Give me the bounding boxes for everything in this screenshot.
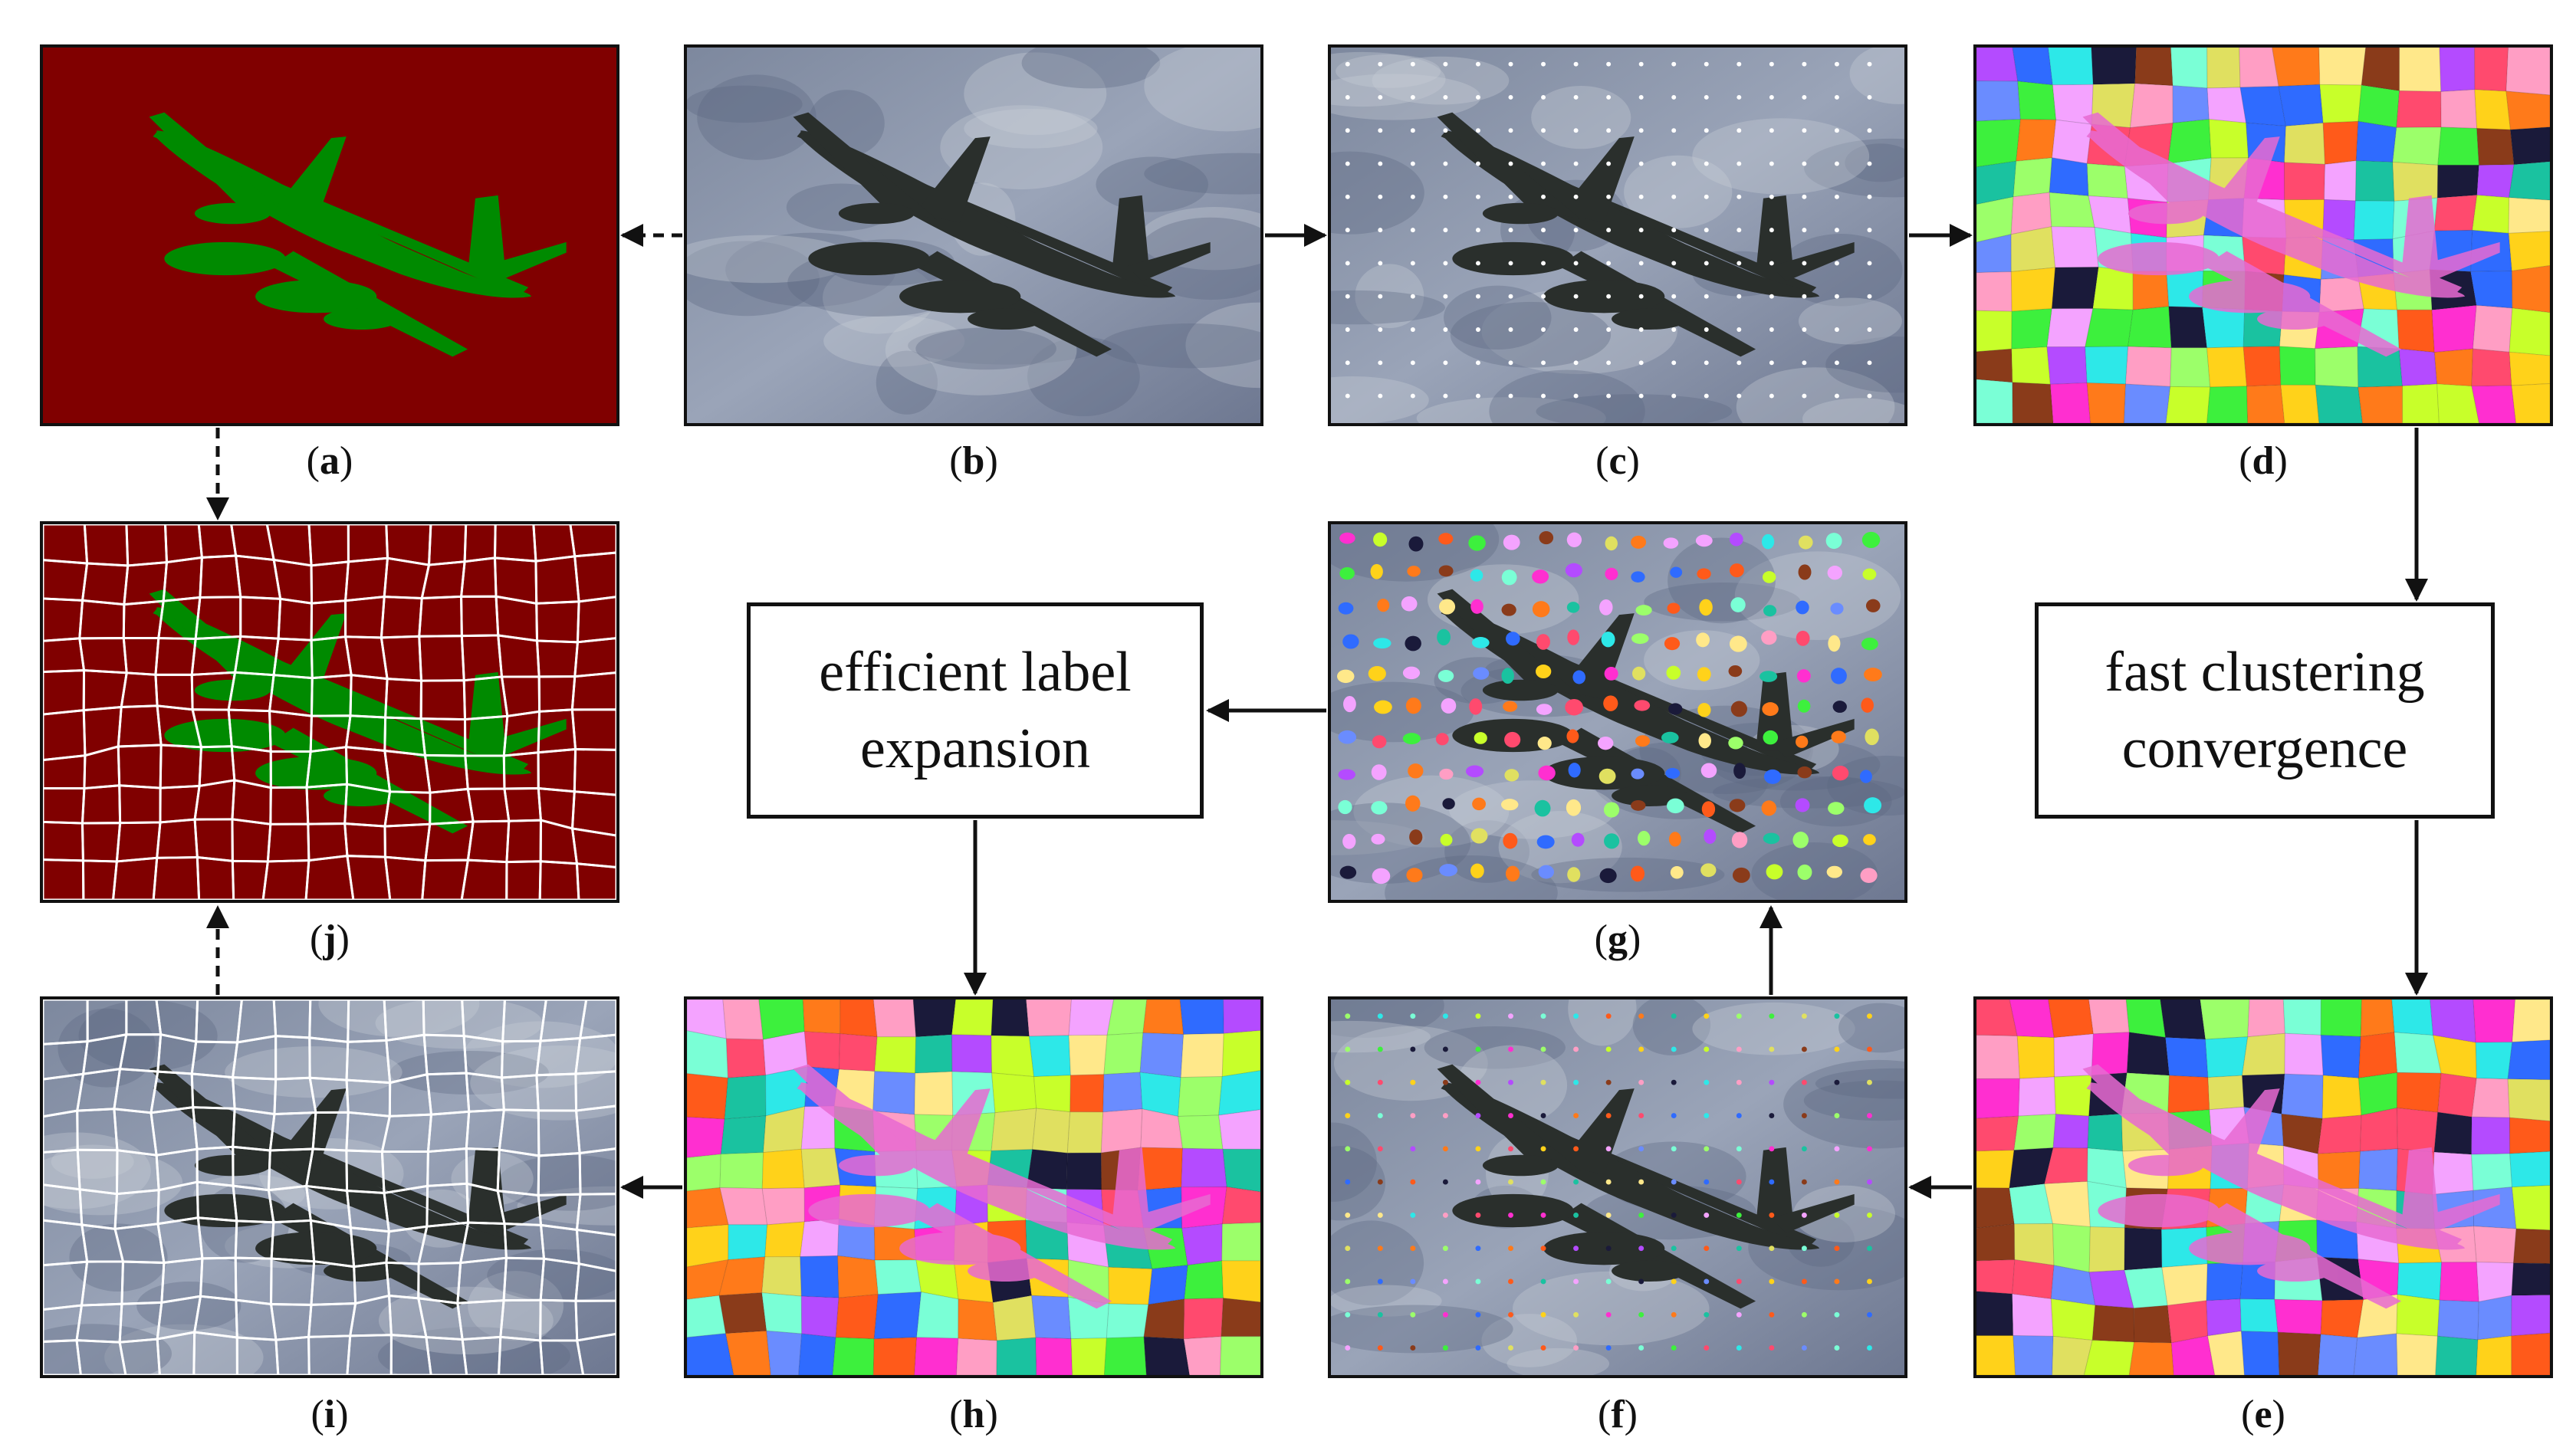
- panel-i-image-with-boundaries: [40, 996, 619, 1378]
- expansion-line-1: efficient label: [819, 641, 1132, 704]
- panel-e-converged-clustering: [1973, 996, 2553, 1378]
- panel-h-expanded-labels: [684, 996, 1263, 1378]
- panel-i-label: (i): [310, 1393, 349, 1436]
- panel-j-mask-with-boundaries: [40, 521, 619, 903]
- panel-b-input-image: [684, 44, 1263, 426]
- panel-j-label: (j): [310, 917, 350, 961]
- panel-b-label: (b): [949, 439, 998, 483]
- fast-clustering-convergence-box: fast clustering convergence: [2035, 602, 2495, 819]
- panel-a-ground-truth-mask: [40, 44, 619, 426]
- clustering-line-2: convergence: [2121, 717, 2408, 780]
- efficient-label-expansion-box: efficient label expansion: [747, 602, 1204, 819]
- panel-f-label: (f): [1598, 1393, 1638, 1436]
- panel-e-label: (e): [2241, 1393, 2285, 1436]
- panel-g-label: (g): [1594, 917, 1641, 961]
- panel-h-label: (h): [949, 1393, 998, 1436]
- panel-d-label: (d): [2239, 439, 2288, 483]
- panel-c-initial-seeds: [1328, 44, 1907, 426]
- panel-g-seed-regions: [1328, 521, 1907, 903]
- panel-c-label: (c): [1595, 439, 1640, 483]
- expansion-line-2: expansion: [859, 717, 1091, 780]
- panel-d-initial-clustering: [1973, 44, 2553, 426]
- panel-f-colored-seeds: [1328, 996, 1907, 1378]
- panel-a-label: (a): [306, 439, 353, 483]
- clustering-line-1: fast clustering: [2104, 641, 2425, 704]
